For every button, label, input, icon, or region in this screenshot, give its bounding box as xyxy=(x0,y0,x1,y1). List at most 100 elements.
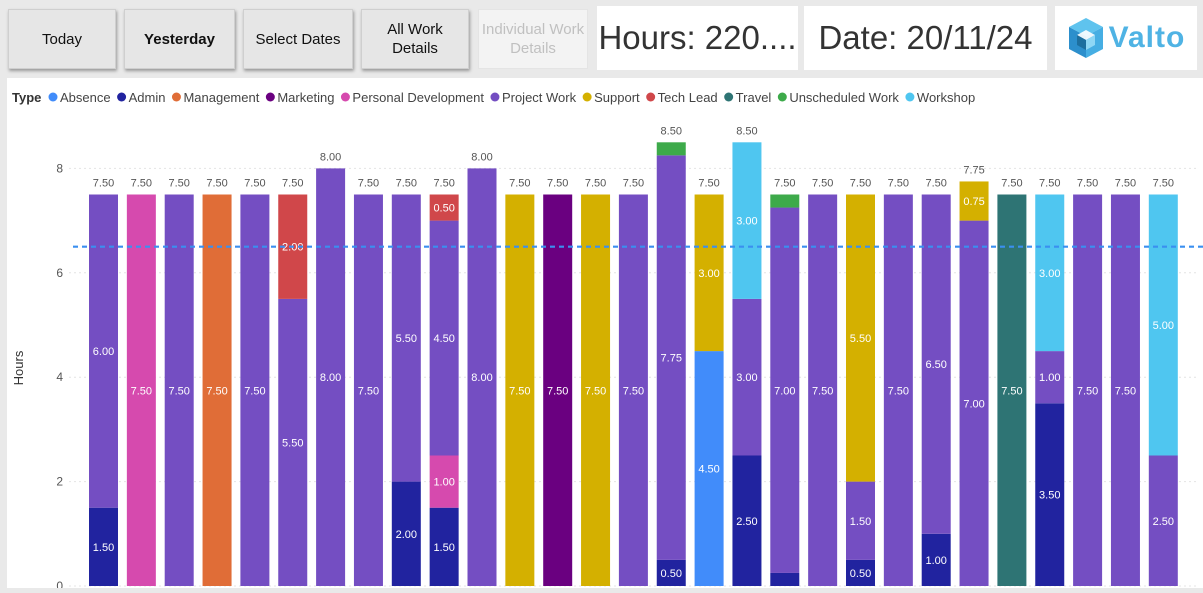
bar-segment-label: 7.50 xyxy=(1001,385,1022,397)
bar-segment-label: 7.50 xyxy=(168,385,189,397)
bar-segment-label: 5.50 xyxy=(396,333,417,345)
bar-segment-label: 7.50 xyxy=(244,385,265,397)
bar-total-label: 7.50 xyxy=(888,178,909,190)
bar-segment-label: 7.50 xyxy=(547,385,568,397)
bar-segment xyxy=(656,142,686,156)
bar-segment-label: 0.50 xyxy=(661,568,682,580)
yesterday-button[interactable]: Yesterday xyxy=(124,9,235,69)
legend-item-label: Absence xyxy=(60,90,111,105)
bar-segment xyxy=(1073,194,1103,586)
bar-total-label: 7.50 xyxy=(812,178,833,190)
bar-segment xyxy=(278,298,308,586)
bar-segment xyxy=(959,181,989,221)
bar-segment-label: 7.00 xyxy=(774,385,795,397)
bar-total-label: 7.50 xyxy=(1153,178,1174,190)
bar-total-label: 7.50 xyxy=(774,178,795,190)
bar-segment-label: 0.50 xyxy=(850,568,871,580)
all-work-details-button[interactable]: All Work Details xyxy=(361,9,469,69)
y-tick-label: 0 xyxy=(56,579,63,588)
bar-segment xyxy=(316,168,346,586)
legend-marker-3 xyxy=(265,92,275,102)
bar-segment xyxy=(429,220,459,456)
bar-segment-label: 3.50 xyxy=(1039,490,1060,502)
legend-item-label: Marketing xyxy=(277,90,334,105)
bar-segment xyxy=(694,194,724,352)
bar-segment xyxy=(732,455,762,586)
bar-segment xyxy=(1110,194,1140,586)
today-button[interactable]: Today xyxy=(8,9,116,69)
bar-total-label: 7.50 xyxy=(925,178,946,190)
y-tick-label: 2 xyxy=(56,475,63,489)
bar-segment xyxy=(543,194,573,586)
select-dates-button[interactable]: Select Dates xyxy=(243,9,353,69)
legend-item-label: Tech Lead xyxy=(658,90,718,105)
legend-marker-5 xyxy=(490,92,500,102)
bar-segment xyxy=(770,207,800,573)
valto-cube-icon xyxy=(1068,18,1103,58)
bar-total-label: 7.50 xyxy=(168,178,189,190)
legend-item-label: Admin xyxy=(129,90,166,105)
bar-segment-label: 7.50 xyxy=(623,385,644,397)
bar-segment xyxy=(391,194,421,482)
bar-total-label: 7.50 xyxy=(585,178,606,190)
bar-segment-label: 1.50 xyxy=(93,542,114,554)
bar-segment-label: 7.75 xyxy=(661,353,682,365)
bar-total-label: 8.50 xyxy=(661,125,682,137)
bar-segment-label: 5.50 xyxy=(850,333,871,345)
bar-segment-label: 6.00 xyxy=(93,346,114,358)
legend-marker-4 xyxy=(340,92,350,102)
legend-item-label: Unscheduled Work xyxy=(789,90,899,105)
bar-segment-label: 1.00 xyxy=(925,555,946,567)
bar-total-label: 7.50 xyxy=(93,178,114,190)
chart-panel: Type Absence Admin Management Marketing Perso… xyxy=(7,78,1203,593)
bar-segment-label: 7.50 xyxy=(358,385,379,397)
y-tick-label: 6 xyxy=(56,266,63,280)
legend-item-label: Personal Development xyxy=(352,90,484,105)
bar-segment-label: 3.00 xyxy=(1039,268,1060,280)
bar-segment xyxy=(1148,194,1178,456)
bar-segment xyxy=(732,298,762,456)
bar-segment-label: 1.50 xyxy=(433,542,454,554)
individual-work-details-line2: Details xyxy=(510,40,556,57)
bar-segment xyxy=(429,507,459,586)
date-card: Date: 20/11/24 xyxy=(804,6,1047,70)
date-value: Date: 20/11/24 xyxy=(818,19,1033,56)
bar-segment xyxy=(921,533,951,586)
hours-stacked-bar-chart: Type Absence Admin Management Marketing Perso… xyxy=(11,90,1203,593)
logo-card: Valto xyxy=(1055,6,1197,70)
legend-item-label: Support xyxy=(594,90,640,105)
bar-segment xyxy=(770,194,800,208)
legend-marker-6 xyxy=(582,92,592,102)
bar-segment-label: 7.00 xyxy=(963,398,984,410)
bar-segment-label: 2.50 xyxy=(1153,516,1174,528)
bar-segment xyxy=(240,194,270,586)
bar-segment xyxy=(618,194,648,586)
logo-text: Valto xyxy=(1108,21,1186,54)
bar-segment-label: 1.00 xyxy=(433,477,454,489)
bar-total-label: 7.50 xyxy=(131,178,152,190)
bar-segment-label: 7.50 xyxy=(812,385,833,397)
bar-segment xyxy=(694,351,724,586)
bar-segment xyxy=(959,220,989,586)
legend-item-label: Workshop xyxy=(917,90,975,105)
y-tick-label: 8 xyxy=(56,161,63,175)
legend-item-label: Travel xyxy=(736,90,772,105)
legend-title: Type xyxy=(12,90,41,105)
bar-segment xyxy=(656,559,686,586)
hours-card: Hours: 220.... xyxy=(597,6,798,70)
bar-segment-label: 5.00 xyxy=(1153,320,1174,332)
bar-total-label: 7.50 xyxy=(433,178,454,190)
bar-total-label: 7.50 xyxy=(1115,178,1136,190)
bar-segment-label: 2.00 xyxy=(396,529,417,541)
bar-segment xyxy=(429,455,459,508)
legend-item-label: Management xyxy=(183,90,259,105)
bar-total-label: 7.50 xyxy=(850,178,871,190)
bar-total-label: 8.00 xyxy=(471,151,492,163)
bar-segment xyxy=(202,194,232,586)
bar-segment-label: 7.50 xyxy=(206,385,227,397)
bar-segment-label: 1.00 xyxy=(1039,372,1060,384)
bar-segment-label: 1.50 xyxy=(850,516,871,528)
bar-total-label: 7.50 xyxy=(1077,178,1098,190)
bar-total-label: 7.50 xyxy=(206,178,227,190)
bar-segment xyxy=(846,194,875,482)
